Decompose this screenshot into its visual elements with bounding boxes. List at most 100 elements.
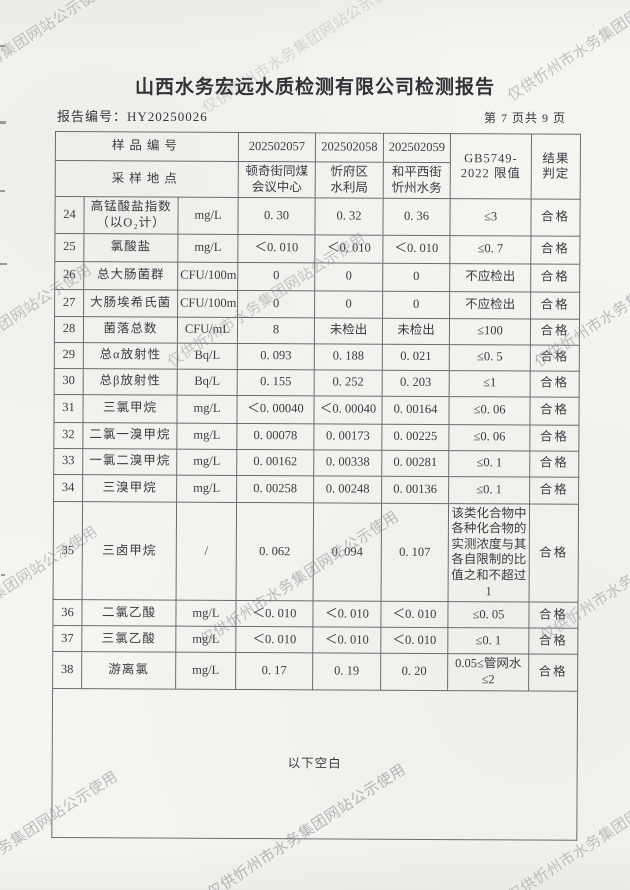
sample3-value-cell: 0. 00164 — [381, 395, 450, 425]
limit-cell: 该类化合物中 各种化合物的 实测浓度与其 各自限制的比 值之和不超过1 — [448, 503, 530, 603]
sample1-value-cell: 0 — [237, 261, 315, 291]
result-cell: 合格 — [528, 602, 579, 629]
unit-cell: mg/L — [176, 448, 237, 475]
limit-cell: ≤0. 7 — [449, 235, 531, 264]
limit-cell: ≤1 — [449, 370, 531, 397]
unit-cell: mg/L — [176, 474, 237, 502]
limit-cell: ≤0. 06 — [448, 424, 530, 451]
row-number-cell: 24 — [54, 196, 85, 234]
row-number-cell: 37 — [52, 625, 82, 652]
unit-cell: mg/L — [176, 394, 238, 423]
table-row: 33 一氯二溴甲烷 mg/L 0. 00162 0. 00338 0. 00281 ≤0. … — [53, 447, 579, 477]
indicator-name-cell: 菌落总数 — [83, 316, 178, 343]
indicator-name-cell: 总α放射性 — [83, 342, 178, 369]
row-number-cell: 29 — [54, 341, 84, 369]
indicator-name-cell: 二氯乙酸 — [81, 599, 177, 627]
table-row: 35 三卤甲烷/0. 062 0. 094 0. 107 该类化合物中 各种化合物的 实… — [53, 500, 579, 603]
sample3-value-cell: 0. 00225 — [381, 423, 449, 451]
result-cell: 合格 — [530, 263, 580, 292]
limit-cell: 不应检出 — [449, 263, 531, 292]
result-cell: 合格 — [530, 344, 580, 371]
unit-cell: mg/L — [175, 626, 236, 653]
sample1-value-cell: ＜0. 010 — [235, 626, 313, 654]
limit-cell: ≤100 — [449, 318, 531, 345]
page-title: 山西水务宏远水质检测有限公司检测报告 — [134, 77, 495, 98]
standard-limit-header: GB5749- 2022 限值 — [450, 133, 532, 200]
indicator-name-cell: 三氯甲烷 — [82, 394, 178, 423]
row-number-cell: 32 — [53, 421, 83, 449]
indicator-name-cell: 三氯乙酸 — [81, 625, 176, 653]
sample3-value-cell: ＜0. 010 — [380, 627, 448, 654]
indicator-name-cell: 总大肠菌群 — [83, 261, 178, 290]
indicator-name-cell: 三卤甲烷 — [82, 501, 177, 601]
unit-cell: mg/L — [175, 652, 236, 689]
watermark-text: 仅供忻州市水务集团网站公示使用 — [0, 0, 111, 121]
sample2-value-cell: 0. 00338 — [313, 449, 382, 476]
blank-note: 以下空白 — [51, 687, 578, 840]
sample3-value-cell: 0. 00136 — [381, 475, 449, 504]
sample1-value-cell: 0. 093 — [237, 342, 315, 370]
indicator-name-cell: 二氯一溴甲烷 — [82, 422, 177, 449]
indicator-name-cell: 游离氯 — [81, 651, 176, 689]
sample1-value-cell: 0. 062 — [236, 501, 314, 602]
result-cell: 合格 — [528, 654, 578, 691]
sample1-value-cell: 0. 00162 — [236, 448, 314, 476]
sample2-value-cell: 0. 252 — [314, 369, 383, 396]
table-row: 29 总α放射性 Bq/L 0. 093 0. 188 0. 021 ≤0. 5 合格 — [54, 341, 580, 371]
results-table: 样品编号 202502057 202502058 202502059 GB574… — [51, 131, 581, 840]
sample2-value-cell: ＜0. 010 — [312, 601, 382, 628]
result-header: 结果 判定 — [531, 133, 581, 200]
sample2-value-cell: 0. 188 — [314, 343, 383, 370]
unit-cell: / — [176, 501, 237, 601]
unit-cell: mg/L — [177, 233, 238, 262]
indicator-name-cell: 大肠埃希氏菌 — [83, 289, 178, 317]
table-row: 37 三氯乙酸 mg/L ＜0. 010 ＜0. 010 ＜0. 010 ≤0. 1 合格 — [52, 625, 578, 655]
unit-cell: mg/L — [177, 197, 239, 234]
sample2-value-cell: 0 — [314, 290, 383, 318]
limit-cell: ≤3 — [449, 198, 532, 236]
row-number-cell: 31 — [53, 393, 84, 423]
table-row: 27 大肠埃希氏菌 CFU/100mL 0 0 0 不应检出 合格 — [54, 289, 580, 319]
result-cell: 合格 — [530, 291, 580, 319]
sample3-value-cell: 0. 00281 — [381, 449, 449, 477]
table-row: 38 游离氯 mg/L 0. 17 0. 19 0. 20 0.05≤管网水≤2 合格 — [52, 651, 578, 691]
sample3-value-cell: 未检出 — [382, 317, 450, 345]
row-number-cell: 33 — [53, 447, 83, 475]
sample1-value-cell: 0. 00258 — [236, 474, 314, 503]
scan-speck — [0, 263, 7, 265]
row-number-cell: 30 — [54, 367, 84, 395]
row-number-cell: 35 — [53, 500, 83, 600]
sampling-site: 忻府区 水利局 — [315, 161, 384, 199]
limit-cell: 0.05≤管网水≤2 — [447, 653, 529, 691]
sample1-value-cell: 0 — [237, 289, 315, 318]
table-row: 30 总β放射性 Bq/L 0. 155 0. 252 0. 203 ≤1 合格 — [54, 367, 580, 397]
result-cell: 合格 — [529, 503, 579, 603]
result-cell: 合格 — [529, 476, 579, 504]
sample1-value-cell: 8 — [237, 316, 315, 344]
watermark-text: 仅供忻州市水务集团网站公示使用 — [200, 0, 404, 117]
unit-cell: CFU/100mL — [177, 261, 238, 290]
limit-cell: ≤0. 1 — [448, 476, 530, 504]
sample1-value-cell: ＜0. 010 — [237, 233, 315, 263]
table-row: 28 菌落总数 CFU/mL 8 未检出 未检出 ≤100 合格 — [54, 316, 580, 345]
indicator-name-cell: 氯酸盐 — [83, 233, 178, 262]
table-row: 31 三氯甲烷 mg/L ＜0. 00040 ＜0. 00040 0. 00164 ≤0. … — [53, 393, 580, 425]
sample3-value-cell: 0. 36 — [382, 198, 451, 236]
sample2-value-cell: 0. 19 — [312, 653, 381, 690]
sample3-value-cell: 0. 021 — [382, 343, 450, 371]
table-row: 25 氯酸盐 mg/L ＜0. 010 ＜0. 010 ＜0. 010 ≤0. 7 合格 — [54, 233, 580, 264]
sample3-value-cell: 0. 203 — [382, 369, 450, 397]
sample3-value-cell: ＜0. 010 — [382, 234, 450, 264]
indicator-name-cell: 高锰酸盐指数 （以O₂计） — [83, 196, 179, 234]
sample1-value-cell: 0. 00078 — [236, 422, 314, 450]
sample1-value-cell: 0. 155 — [237, 368, 315, 396]
result-cell: 合格 — [530, 370, 580, 397]
unit-cell: CFU/100mL — [177, 289, 238, 317]
unit-cell: mg/L — [176, 422, 237, 449]
report-number: 报告编号：HY20250026 — [57, 109, 208, 124]
row-number-cell: 36 — [52, 599, 83, 626]
sample2-value-cell: 0. 00173 — [313, 423, 382, 450]
scan-speck — [0, 45, 5, 47]
